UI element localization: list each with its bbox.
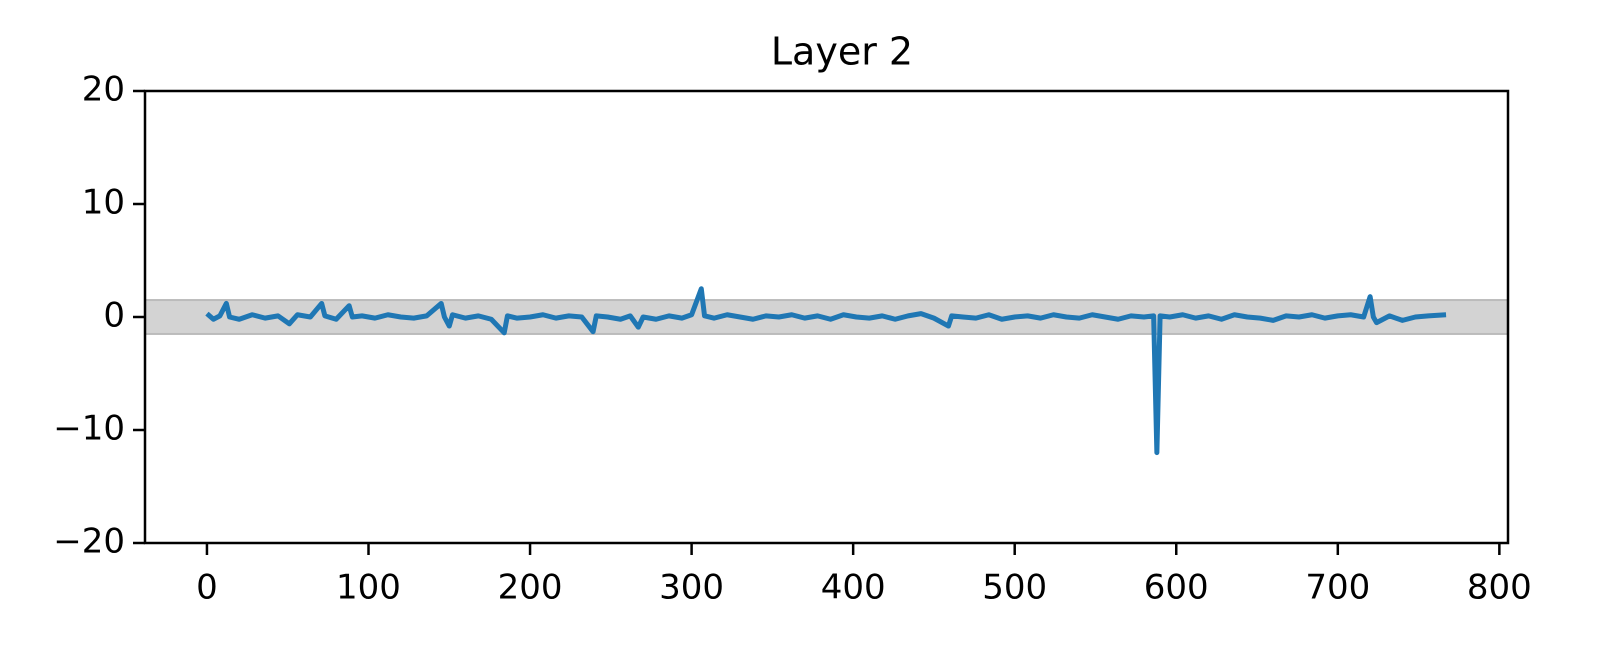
- x-tick-label: 300: [659, 568, 724, 608]
- y-tick-label: −20: [53, 522, 125, 562]
- y-tick-label: 0: [103, 296, 125, 336]
- y-tick-label: −10: [53, 409, 125, 449]
- x-tick-label: 600: [1144, 568, 1209, 608]
- data-line: [205, 286, 1447, 456]
- plot-frame: [143, 89, 1510, 545]
- x-tick-label: 800: [1467, 568, 1532, 608]
- x-tick-label: 100: [336, 568, 401, 608]
- x-tick-label: 0: [196, 568, 218, 608]
- chart-title: Layer 2: [771, 30, 913, 74]
- x-tick-label: 500: [982, 568, 1047, 608]
- x-tick-label: 400: [821, 568, 886, 608]
- y-tick-label: 10: [82, 183, 125, 223]
- x-tick-label: 200: [498, 568, 563, 608]
- x-tick-label: 700: [1305, 568, 1370, 608]
- y-tick-label: 20: [82, 70, 125, 110]
